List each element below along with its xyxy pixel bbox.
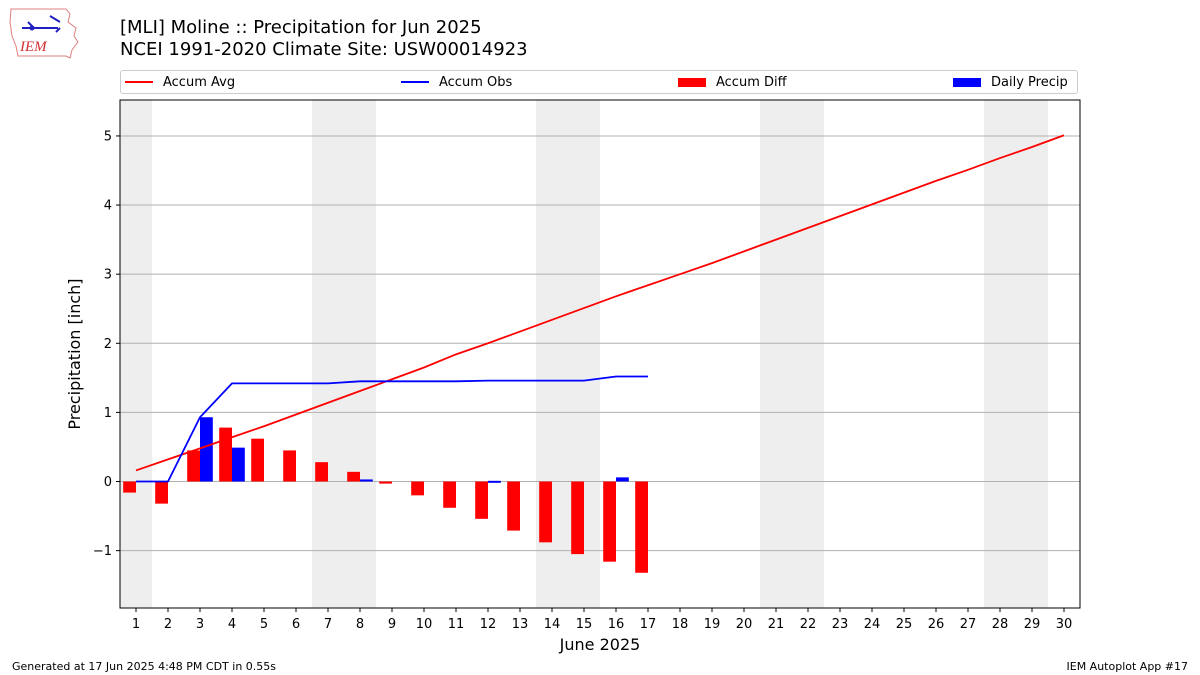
x-tick-label: 4 bbox=[228, 617, 236, 632]
chart-subtitle: NCEI 1991-2020 Climate Site: USW00014923 bbox=[120, 39, 528, 60]
x-tick-label: 5 bbox=[260, 617, 268, 632]
legend-item-accum-diff: Accum Diff bbox=[678, 71, 787, 93]
app-credit: IEM Autoplot App #17 bbox=[1066, 660, 1189, 673]
accum-diff-bar bbox=[347, 471, 360, 482]
accum-diff-bar bbox=[571, 481, 584, 555]
x-tick-label: 16 bbox=[608, 617, 625, 632]
accum-diff-bar bbox=[251, 438, 264, 482]
legend-label-accum-avg: Accum Avg bbox=[163, 74, 236, 90]
x-tick-label: 23 bbox=[832, 617, 849, 632]
lines bbox=[135, 134, 1065, 483]
weekend-shade-band bbox=[760, 100, 792, 608]
y-tick-label: 4 bbox=[104, 199, 112, 214]
x-tick-label: 6 bbox=[292, 617, 300, 632]
accum-diff-bar bbox=[475, 481, 488, 519]
y-axis-label: Precipitation [inch] bbox=[65, 278, 84, 429]
x-tick-label: 13 bbox=[512, 617, 529, 632]
daily-precip-bar bbox=[616, 477, 629, 482]
accum-diff-bar bbox=[443, 481, 456, 508]
iowa-outline-icon bbox=[9, 8, 79, 59]
x-tick-label: 27 bbox=[960, 617, 977, 632]
accum-diff-bar bbox=[187, 450, 200, 482]
x-tick-label: 2 bbox=[164, 617, 172, 632]
weekend-shade-band bbox=[344, 100, 376, 608]
x-tick-label: 8 bbox=[356, 617, 364, 632]
legend-label-accum-obs: Accum Obs bbox=[439, 74, 513, 90]
bars bbox=[123, 417, 648, 573]
daily-precip-bar bbox=[488, 480, 501, 483]
y-tick-label: 1 bbox=[104, 406, 112, 421]
daily-precip-bar bbox=[200, 417, 213, 482]
accum-diff-bar bbox=[283, 450, 296, 482]
daily-precip-bar bbox=[232, 447, 245, 482]
weekend-shade-band bbox=[1016, 100, 1048, 608]
chart-legend: Accum Avg Accum Obs Accum Diff Daily Pre… bbox=[120, 70, 1078, 94]
x-tick-label: 1 bbox=[132, 617, 140, 632]
accum-diff-bar bbox=[603, 481, 616, 562]
accum-diff-bar bbox=[155, 481, 168, 504]
x-tick-label: 14 bbox=[544, 617, 561, 632]
x-tick-label: 18 bbox=[672, 617, 689, 632]
x-tick-label: 21 bbox=[768, 617, 785, 632]
x-tick-label: 11 bbox=[448, 617, 465, 632]
x-tick-label: 7 bbox=[324, 617, 332, 632]
accum-diff-bar bbox=[123, 481, 136, 493]
x-tick-label: 29 bbox=[1024, 617, 1041, 632]
legend-swatch-accum-obs bbox=[401, 81, 429, 83]
legend-label-accum-diff: Accum Diff bbox=[716, 74, 787, 90]
accum-diff-bar bbox=[379, 481, 392, 484]
x-tick-label: 10 bbox=[416, 617, 433, 632]
x-tick-label: 28 bbox=[992, 617, 1009, 632]
y-tick-label: 5 bbox=[104, 129, 112, 144]
y-tick-label: −1 bbox=[93, 544, 112, 559]
logo-text: IEM bbox=[19, 39, 48, 55]
accum-diff-bar bbox=[315, 462, 328, 482]
accum-obs-line bbox=[136, 375, 648, 483]
accum-diff-bar bbox=[635, 481, 648, 573]
daily-precip-bar bbox=[360, 479, 373, 482]
accum-diff-bar bbox=[219, 427, 232, 482]
iem-logo: IEM bbox=[9, 8, 79, 59]
legend-swatch-accum-diff bbox=[678, 77, 706, 87]
legend-item-accum-obs: Accum Obs bbox=[401, 71, 512, 93]
x-tick-label: 30 bbox=[1056, 617, 1073, 632]
x-tick-label: 17 bbox=[640, 617, 657, 632]
generated-timestamp: Generated at 17 Jun 2025 4:48 PM CDT in … bbox=[12, 660, 277, 673]
x-tick-label: 20 bbox=[736, 617, 753, 632]
x-tick-label: 19 bbox=[704, 617, 721, 632]
x-tick-label: 15 bbox=[576, 617, 593, 632]
accum-diff-bar bbox=[539, 481, 552, 543]
y-tick-label: 0 bbox=[104, 475, 112, 490]
legend-item-daily-precip: Daily Precip bbox=[953, 71, 1068, 93]
weekend-shade-band bbox=[312, 100, 344, 608]
legend-item-accum-avg: Accum Avg bbox=[125, 71, 235, 93]
legend-label-daily-precip: Daily Precip bbox=[991, 74, 1068, 90]
weekend-shade-band bbox=[120, 100, 152, 608]
x-tick-label: 25 bbox=[896, 617, 913, 632]
weekend-shade-band bbox=[984, 100, 1016, 608]
accum-diff-bar bbox=[411, 481, 424, 496]
x-tick-label: 22 bbox=[800, 617, 817, 632]
x-tick-label: 3 bbox=[196, 617, 204, 632]
x-tick-label: 26 bbox=[928, 617, 945, 632]
y-tick-label: 3 bbox=[104, 268, 112, 283]
weather-glyph-icon bbox=[22, 15, 61, 33]
x-tick-label: 9 bbox=[388, 617, 396, 632]
chart-title: [MLI] Moline :: Precipitation for Jun 20… bbox=[120, 17, 482, 38]
x-tick-label: 12 bbox=[480, 617, 497, 632]
x-tick-label: 24 bbox=[864, 617, 881, 632]
y-tick-label: 2 bbox=[104, 337, 112, 352]
accum-diff-bar bbox=[507, 481, 520, 531]
weekend-shading bbox=[120, 100, 1048, 608]
legend-swatch-daily-precip bbox=[953, 77, 981, 87]
weekend-shade-band bbox=[792, 100, 824, 608]
accum-avg-line bbox=[135, 134, 1065, 472]
legend-swatch-accum-avg bbox=[125, 81, 153, 83]
plot-frame bbox=[119, 99, 1081, 609]
gridlines bbox=[120, 135, 1080, 552]
x-axis-label: June 2025 bbox=[559, 635, 641, 654]
